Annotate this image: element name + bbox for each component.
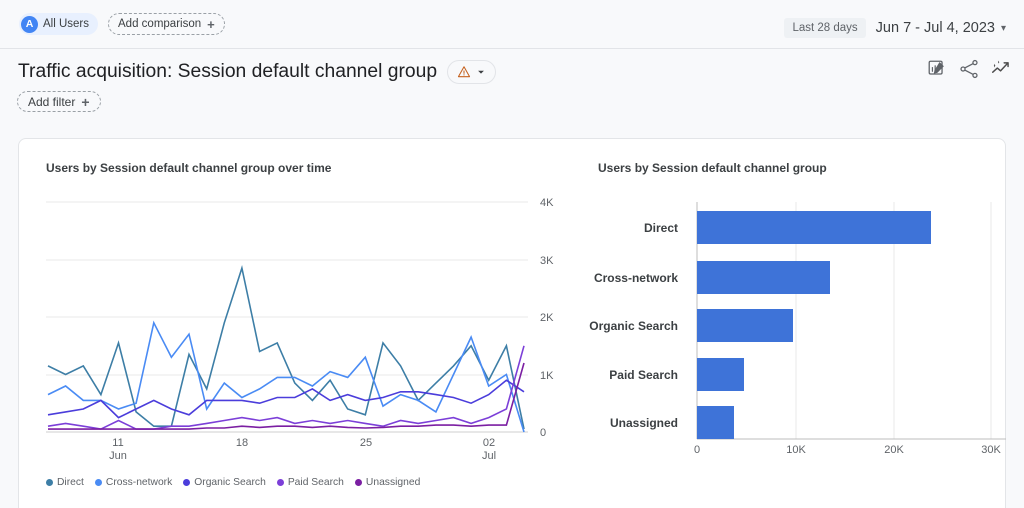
- svg-text:30K: 30K: [981, 444, 1001, 456]
- svg-text:Cross-network: Cross-network: [594, 271, 678, 285]
- svg-text:20K: 20K: [884, 444, 904, 456]
- svg-text:Unassigned: Unassigned: [610, 416, 678, 430]
- svg-text:Direct: Direct: [644, 221, 678, 235]
- svg-text:Paid Search: Paid Search: [609, 368, 678, 382]
- svg-text:0: 0: [694, 444, 700, 456]
- svg-text:10K: 10K: [786, 444, 806, 456]
- svg-text:Organic Search: Organic Search: [589, 319, 678, 333]
